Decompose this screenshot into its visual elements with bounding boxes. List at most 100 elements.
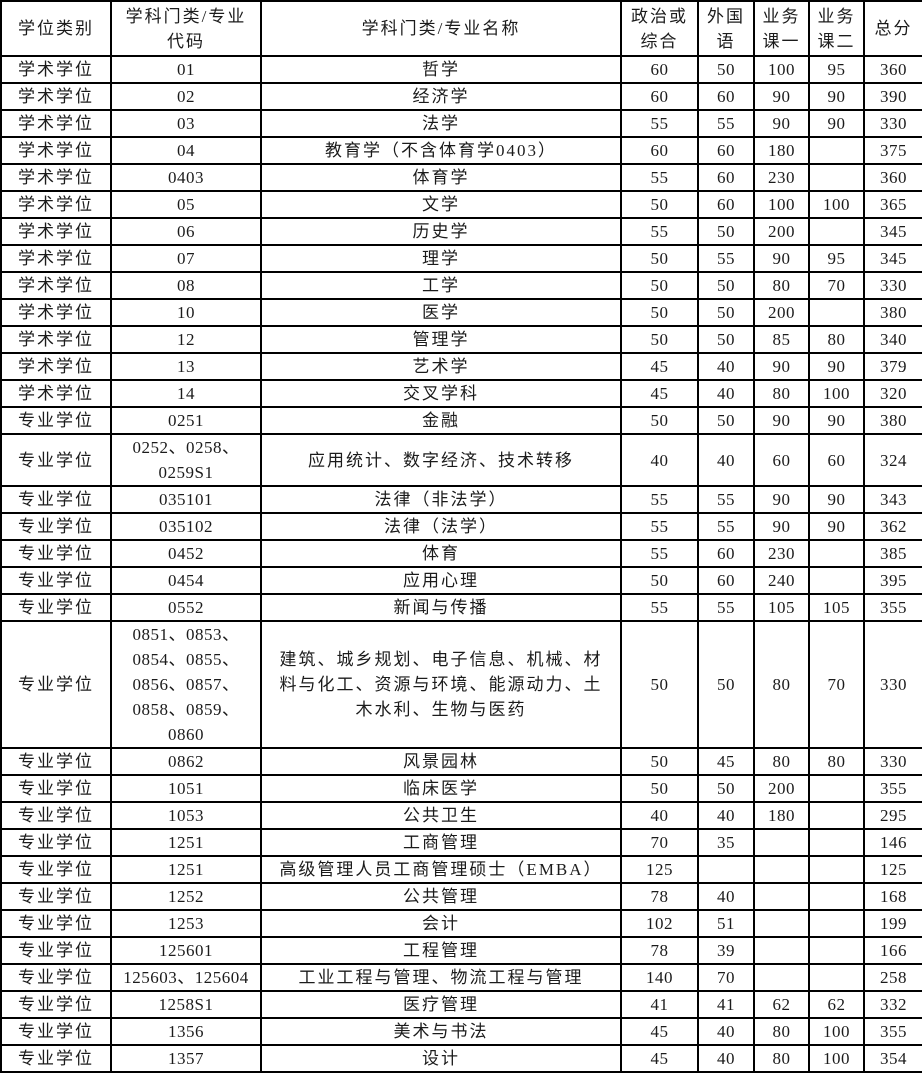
cell-foreign: 50 bbox=[697, 325, 755, 354]
cell-name: 法律（非法学） bbox=[260, 485, 622, 514]
header-politics: 政治或 综合 bbox=[620, 0, 699, 57]
table-row: 学术学位 10 医学 50 50 200 380 bbox=[0, 298, 922, 327]
cell-code: 1258S1 bbox=[110, 990, 262, 1019]
cell-course1 bbox=[753, 882, 810, 911]
cell-category: 专业学位 bbox=[0, 1044, 112, 1073]
cell-politics: 45 bbox=[620, 1017, 699, 1046]
cell-course1: 90 bbox=[753, 485, 810, 514]
cell-category: 专业学位 bbox=[0, 593, 112, 622]
cell-course1: 80 bbox=[753, 1017, 810, 1046]
table-row: 专业学位 1253 会计 102 51 199 bbox=[0, 909, 922, 938]
table-row: 学术学位 02 经济学 60 60 90 90 390 bbox=[0, 82, 922, 111]
cell-foreign: 40 bbox=[697, 882, 755, 911]
cell-total: 146 bbox=[863, 828, 922, 857]
cell-category: 专业学位 bbox=[0, 406, 112, 435]
cell-course1: 180 bbox=[753, 136, 810, 165]
cell-code: 035102 bbox=[110, 512, 262, 541]
cell-course2 bbox=[808, 855, 865, 884]
cell-total: 354 bbox=[863, 1044, 922, 1073]
cell-politics: 45 bbox=[620, 379, 699, 408]
cell-total: 295 bbox=[863, 801, 922, 830]
cell-category: 专业学位 bbox=[0, 620, 112, 749]
cell-politics: 50 bbox=[620, 325, 699, 354]
cell-category: 学术学位 bbox=[0, 217, 112, 246]
cell-total: 343 bbox=[863, 485, 922, 514]
cell-foreign: 50 bbox=[697, 298, 755, 327]
cell-foreign: 41 bbox=[697, 990, 755, 1019]
cell-course2 bbox=[808, 566, 865, 595]
table-row: 专业学位 125603、125604 工业工程与管理、物流工程与管理 140 70 258 bbox=[0, 963, 922, 992]
cell-code: 05 bbox=[110, 190, 262, 219]
cell-course2 bbox=[808, 217, 865, 246]
cell-foreign bbox=[697, 855, 755, 884]
cell-course1 bbox=[753, 936, 810, 965]
cell-total: 330 bbox=[863, 109, 922, 138]
table-row: 专业学位 1258S1 医疗管理 41 41 62 62 332 bbox=[0, 990, 922, 1019]
header-row: 学位类别 学科门类/专业 代码 学科门类/专业名称 政治或 综合 外国 语业务 课一 业务… bbox=[0, 0, 922, 57]
cell-course1: 200 bbox=[753, 217, 810, 246]
cell-code: 07 bbox=[110, 244, 262, 273]
cell-course2 bbox=[808, 909, 865, 938]
cell-course1: 80 bbox=[753, 1044, 810, 1073]
header-course1: 业务 课一 bbox=[753, 0, 810, 57]
cell-category: 专业学位 bbox=[0, 882, 112, 911]
cell-foreign: 40 bbox=[697, 1017, 755, 1046]
cell-name: 医疗管理 bbox=[260, 990, 622, 1019]
cell-course1 bbox=[753, 909, 810, 938]
cell-code: 0862 bbox=[110, 747, 262, 776]
cell-foreign: 60 bbox=[697, 163, 755, 192]
table-row: 学术学位 14 交叉学科 45 40 80 100 320 bbox=[0, 379, 922, 408]
cell-course2: 100 bbox=[808, 1017, 865, 1046]
cell-course2: 95 bbox=[808, 244, 865, 273]
cell-course2: 90 bbox=[808, 109, 865, 138]
cell-foreign: 55 bbox=[697, 512, 755, 541]
cell-politics: 50 bbox=[620, 298, 699, 327]
cell-code: 12 bbox=[110, 325, 262, 354]
cell-category: 专业学位 bbox=[0, 774, 112, 803]
cell-code: 1357 bbox=[110, 1044, 262, 1073]
table-header: 学位类别 学科门类/专业 代码 学科门类/专业名称 政治或 综合 外国 语业务 课一 业务… bbox=[0, 0, 922, 57]
cell-name: 法律（法学） bbox=[260, 512, 622, 541]
cell-total: 330 bbox=[863, 271, 922, 300]
cell-course2: 100 bbox=[808, 190, 865, 219]
cell-politics: 50 bbox=[620, 774, 699, 803]
cell-foreign: 39 bbox=[697, 936, 755, 965]
cell-code: 02 bbox=[110, 82, 262, 111]
header-category: 学位类别 bbox=[0, 0, 112, 57]
cell-name: 美术与书法 bbox=[260, 1017, 622, 1046]
table-row: 学术学位 13 艺术学 45 40 90 90 379 bbox=[0, 352, 922, 381]
cell-politics: 41 bbox=[620, 990, 699, 1019]
cell-name: 医学 bbox=[260, 298, 622, 327]
table-row: 学术学位 08 工学 50 50 80 70 330 bbox=[0, 271, 922, 300]
cell-name: 设计 bbox=[260, 1044, 622, 1073]
cell-category: 学术学位 bbox=[0, 82, 112, 111]
cell-course1: 230 bbox=[753, 539, 810, 568]
cell-code: 1253 bbox=[110, 909, 262, 938]
cell-total: 324 bbox=[863, 433, 922, 487]
cell-name: 交叉学科 bbox=[260, 379, 622, 408]
cell-course2: 60 bbox=[808, 433, 865, 487]
cell-code: 1051 bbox=[110, 774, 262, 803]
table-body: 学术学位 01 哲学 60 50 100 95 360 学术学位 02 经济学 60 60 90 90 390… bbox=[0, 55, 922, 1073]
cell-total: 168 bbox=[863, 882, 922, 911]
cell-category: 专业学位 bbox=[0, 1017, 112, 1046]
table-row: 学术学位 12 管理学 50 50 85 80 340 bbox=[0, 325, 922, 354]
cell-total: 385 bbox=[863, 539, 922, 568]
cell-category: 专业学位 bbox=[0, 433, 112, 487]
table-row: 专业学位 0862 风景园林 50 45 80 80 330 bbox=[0, 747, 922, 776]
cell-category: 专业学位 bbox=[0, 936, 112, 965]
cell-name: 理学 bbox=[260, 244, 622, 273]
cell-course1: 85 bbox=[753, 325, 810, 354]
cell-course2: 105 bbox=[808, 593, 865, 622]
table-row: 专业学位 1053 公共卫生 40 40 180 295 bbox=[0, 801, 922, 830]
cell-foreign: 60 bbox=[697, 539, 755, 568]
cell-total: 332 bbox=[863, 990, 922, 1019]
cell-course2: 90 bbox=[808, 512, 865, 541]
table-row: 专业学位 1252 公共管理 78 40 168 bbox=[0, 882, 922, 911]
cell-code: 0252、0258、 0259S1 bbox=[110, 433, 262, 487]
cell-foreign: 35 bbox=[697, 828, 755, 857]
cell-politics: 140 bbox=[620, 963, 699, 992]
cell-course2: 95 bbox=[808, 55, 865, 84]
cell-course1: 200 bbox=[753, 298, 810, 327]
cell-total: 199 bbox=[863, 909, 922, 938]
